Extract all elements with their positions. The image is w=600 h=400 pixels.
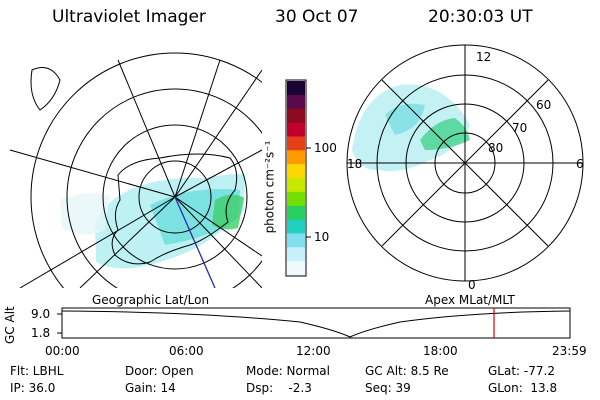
colorbar-segment <box>287 233 305 248</box>
polar-label-0: 0 <box>468 278 476 292</box>
colorbar-segment <box>287 178 305 193</box>
instrument-title: Ultraviolet Imager <box>52 7 206 27</box>
info-ip: IP: 36.0 <box>10 381 56 395</box>
colorbar-segment <box>287 94 305 110</box>
timeline-xtick-2: 12:00 <box>296 344 331 358</box>
polar-label-6: 6 <box>576 157 584 171</box>
header-time: 20:30:03 UT <box>428 7 533 27</box>
colorbar-tick-100: 100 <box>314 141 337 155</box>
colorbar <box>285 79 311 277</box>
timeline-ytick-high: 9.0 <box>31 307 51 321</box>
left-map-caption: Geographic Lat/Lon <box>92 293 210 307</box>
colorbar-segment <box>287 205 305 221</box>
timeline-xtick-3: 18:00 <box>423 344 458 358</box>
info-glat: GLat: -77.2 <box>488 364 555 378</box>
colorbar-segment <box>287 136 305 151</box>
apex-polar-plot <box>346 44 584 282</box>
timeline-xtick-1: 06:00 <box>169 344 204 358</box>
polar-lat-80: 80 <box>488 141 504 155</box>
colorbar-segment <box>287 247 305 262</box>
colorbar-segment <box>287 108 305 124</box>
info-dsp: Dsp: -2.3 <box>246 381 312 395</box>
polar-label-18: 18 <box>347 157 363 171</box>
timeline-xtick-0: 00:00 <box>45 344 80 358</box>
header-date: 30 Oct 07 <box>275 7 359 27</box>
polar-lat-60: 60 <box>536 98 552 112</box>
colorbar-segment <box>287 261 305 276</box>
info-glon: GLon: 13.8 <box>488 381 558 395</box>
timeline-ytick-low: 1.8 <box>31 326 51 340</box>
colorbar-segment <box>287 150 305 165</box>
info-seq: Seq: 39 <box>365 381 411 395</box>
info-filter: Flt: LBHL <box>10 364 64 378</box>
info-door: Door: Open <box>125 364 194 378</box>
colorbar-segment <box>287 164 305 179</box>
polar-lat-70: 70 <box>512 121 528 135</box>
coastline <box>111 153 238 265</box>
right-map-caption: Apex MLat/MLT <box>425 293 515 307</box>
info-gc-alt: GC Alt: 8.5 Re <box>365 364 449 378</box>
altitude-curve <box>61 310 571 338</box>
colorbar-segment <box>287 122 305 137</box>
timeline-ylabel: GC Alt <box>3 306 17 344</box>
info-gain: Gain: 14 <box>125 381 176 395</box>
colorbar-tick-10: 10 <box>314 230 330 244</box>
colorbar-segment <box>287 81 305 96</box>
timeline-xtick-4: 23:59 <box>552 344 587 358</box>
altitude-timeline <box>57 307 571 339</box>
polar-label-12: 12 <box>476 50 492 64</box>
colorbar-unit-label: photon cm⁻²s⁻¹ <box>262 140 277 234</box>
info-mode: Mode: Normal <box>246 364 330 378</box>
colorbar-segment <box>287 191 305 207</box>
geographic-map <box>9 52 262 288</box>
colorbar-segment <box>287 219 305 234</box>
